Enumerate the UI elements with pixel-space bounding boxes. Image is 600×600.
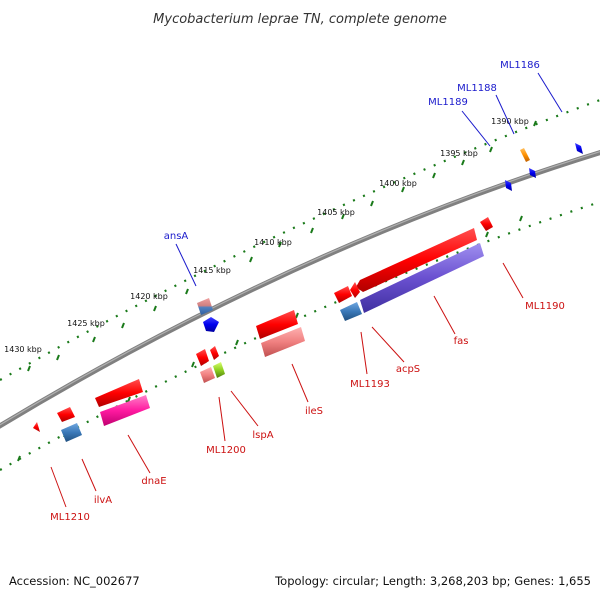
label-dnaE[interactable]: dnaE — [141, 476, 166, 487]
feature-red-small-b[interactable] — [334, 286, 352, 303]
label-lspA[interactable]: lspA — [252, 430, 273, 441]
label-acpS[interactable]: acpS — [396, 364, 420, 375]
forward-features — [197, 143, 583, 332]
tick-label-1400: 1400 kbp — [379, 179, 417, 188]
tick-label-1410: 1410 kbp — [254, 238, 292, 247]
label-ml1188[interactable]: ML1188 — [457, 83, 497, 94]
label-ml1200[interactable]: ML1200 — [206, 445, 246, 456]
label-ml1210[interactable]: ML1210 — [50, 512, 90, 523]
label-ml1189[interactable]: ML1189 — [428, 97, 468, 108]
label-fas[interactable]: fas — [454, 336, 469, 347]
reverse-features — [33, 217, 493, 442]
feature-ml1200-a[interactable] — [196, 349, 209, 366]
genome-backbone-highlight — [0, 150, 600, 426]
feature-ansA-bar[interactable] — [197, 298, 213, 315]
genome-backbone — [0, 150, 600, 429]
feature-dnaE[interactable] — [100, 395, 150, 426]
tick-label-1390: 1390 kbp — [491, 117, 529, 126]
feature-orange[interactable] — [520, 148, 530, 162]
label-ilvA[interactable]: ilvA — [94, 495, 112, 506]
label-ml1190[interactable]: ML1190 — [525, 301, 565, 312]
label-ml1186[interactable]: ML1186 — [500, 60, 540, 71]
feature-ileS-red[interactable] — [256, 310, 298, 339]
feature-ml1190[interactable] — [480, 217, 493, 231]
tick-label-1395: 1395 kbp — [440, 149, 478, 158]
feature-big-red[interactable] — [356, 228, 477, 292]
feature-ml1210[interactable] — [33, 422, 40, 432]
feature-lspA-salmon[interactable] — [200, 367, 215, 383]
feature-ilvA[interactable] — [61, 423, 82, 442]
tick-label-1405: 1405 kbp — [317, 208, 355, 217]
feature-dnaE-red[interactable] — [95, 379, 143, 407]
genome-summary-text: Topology: circular; Length: 3,268,203 bp… — [275, 574, 591, 588]
reverse-leaders — [50, 262, 524, 508]
label-ileS[interactable]: ileS — [305, 406, 323, 417]
accession-text: Accession: NC_002677 — [9, 574, 140, 588]
feature-ml1189[interactable] — [505, 180, 512, 191]
tick-ring-outer — [0, 98, 600, 381]
tick-label-1415: 1415 kbp — [193, 266, 231, 275]
tick-label-1420: 1420 kbp — [130, 292, 168, 301]
tick-label-1430: 1430 kbp — [4, 345, 42, 354]
map-title: Mycobacterium leprae TN, complete genome — [153, 12, 447, 27]
feature-ml1188[interactable] — [529, 168, 536, 178]
tick-label-1425: 1425 kbp — [67, 319, 105, 328]
major-ticks — [27, 120, 537, 372]
label-ansA[interactable]: ansA — [164, 231, 189, 242]
feature-lspA-green[interactable] — [213, 362, 225, 378]
feature-ileS[interactable] — [261, 327, 305, 357]
feature-ilvA-red[interactable] — [57, 407, 75, 422]
feature-red-small-a[interactable] — [350, 282, 360, 298]
feature-ml1200-b[interactable] — [210, 346, 219, 360]
label-ml1193[interactable]: ML1193 — [350, 379, 390, 390]
forward-leaders — [175, 72, 563, 287]
feature-ml1186[interactable] — [575, 143, 583, 154]
feature-ansA-arrow[interactable] — [203, 317, 219, 332]
feature-ml1193[interactable] — [340, 302, 362, 321]
feature-fas[interactable] — [360, 243, 484, 313]
